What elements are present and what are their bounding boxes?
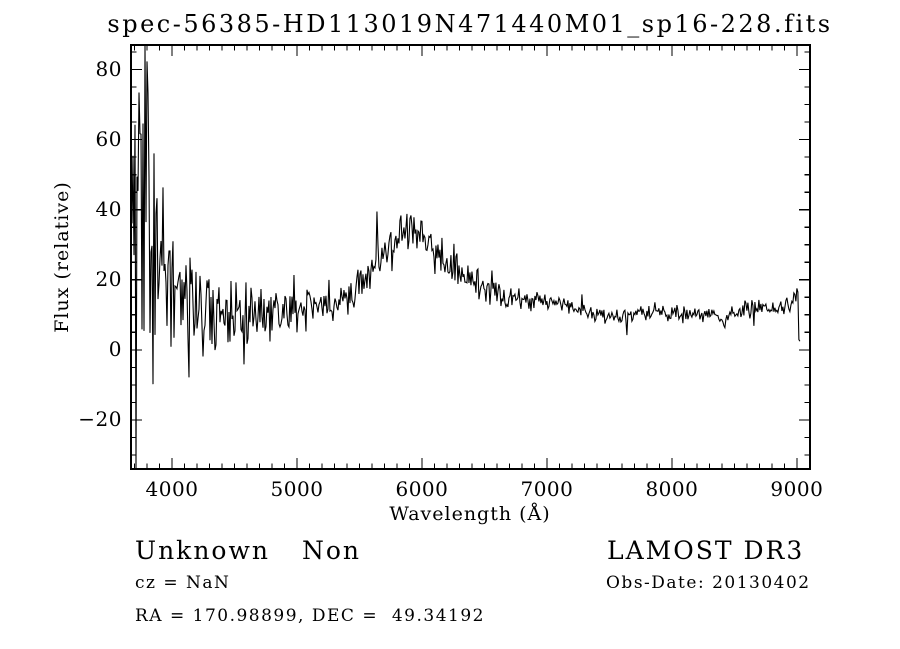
y-axis-title: Flux (relative) bbox=[51, 181, 73, 333]
plot-frame bbox=[130, 44, 811, 470]
x-tick-label: 4000 bbox=[145, 477, 199, 501]
plot-title: spec-56385-HD113019N471440M01_sp16-228.f… bbox=[107, 10, 833, 38]
x-tick-label: 9000 bbox=[770, 477, 824, 501]
obs-date-line: Obs-Date: 20130402 bbox=[606, 573, 811, 593]
x-tick-label: 8000 bbox=[645, 477, 699, 501]
x-tick-label: 5000 bbox=[270, 477, 324, 501]
cz-value-line: cz = NaN bbox=[135, 573, 231, 593]
y-tick-label: 20 bbox=[95, 266, 122, 291]
class-value: Unknown bbox=[135, 536, 270, 565]
y-tick-label: 60 bbox=[95, 126, 122, 151]
y-tick-label: −20 bbox=[78, 406, 122, 431]
ra-dec-line: RA = 170.98899, DEC = 49.34192 bbox=[135, 606, 485, 626]
y-tick-label: 40 bbox=[95, 196, 122, 221]
survey-release: LAMOST DR3 bbox=[607, 536, 805, 565]
x-tick-label: 6000 bbox=[395, 477, 449, 501]
axis-ticks bbox=[131, 45, 810, 469]
x-axis-title: Wavelength (Å) bbox=[389, 503, 551, 525]
subclass-value: Non bbox=[302, 536, 362, 565]
spectrum-trace bbox=[131, 45, 801, 468]
y-tick-label: 0 bbox=[108, 336, 122, 361]
y-tick-label: 80 bbox=[95, 56, 122, 81]
x-tick-label: 7000 bbox=[520, 477, 574, 501]
